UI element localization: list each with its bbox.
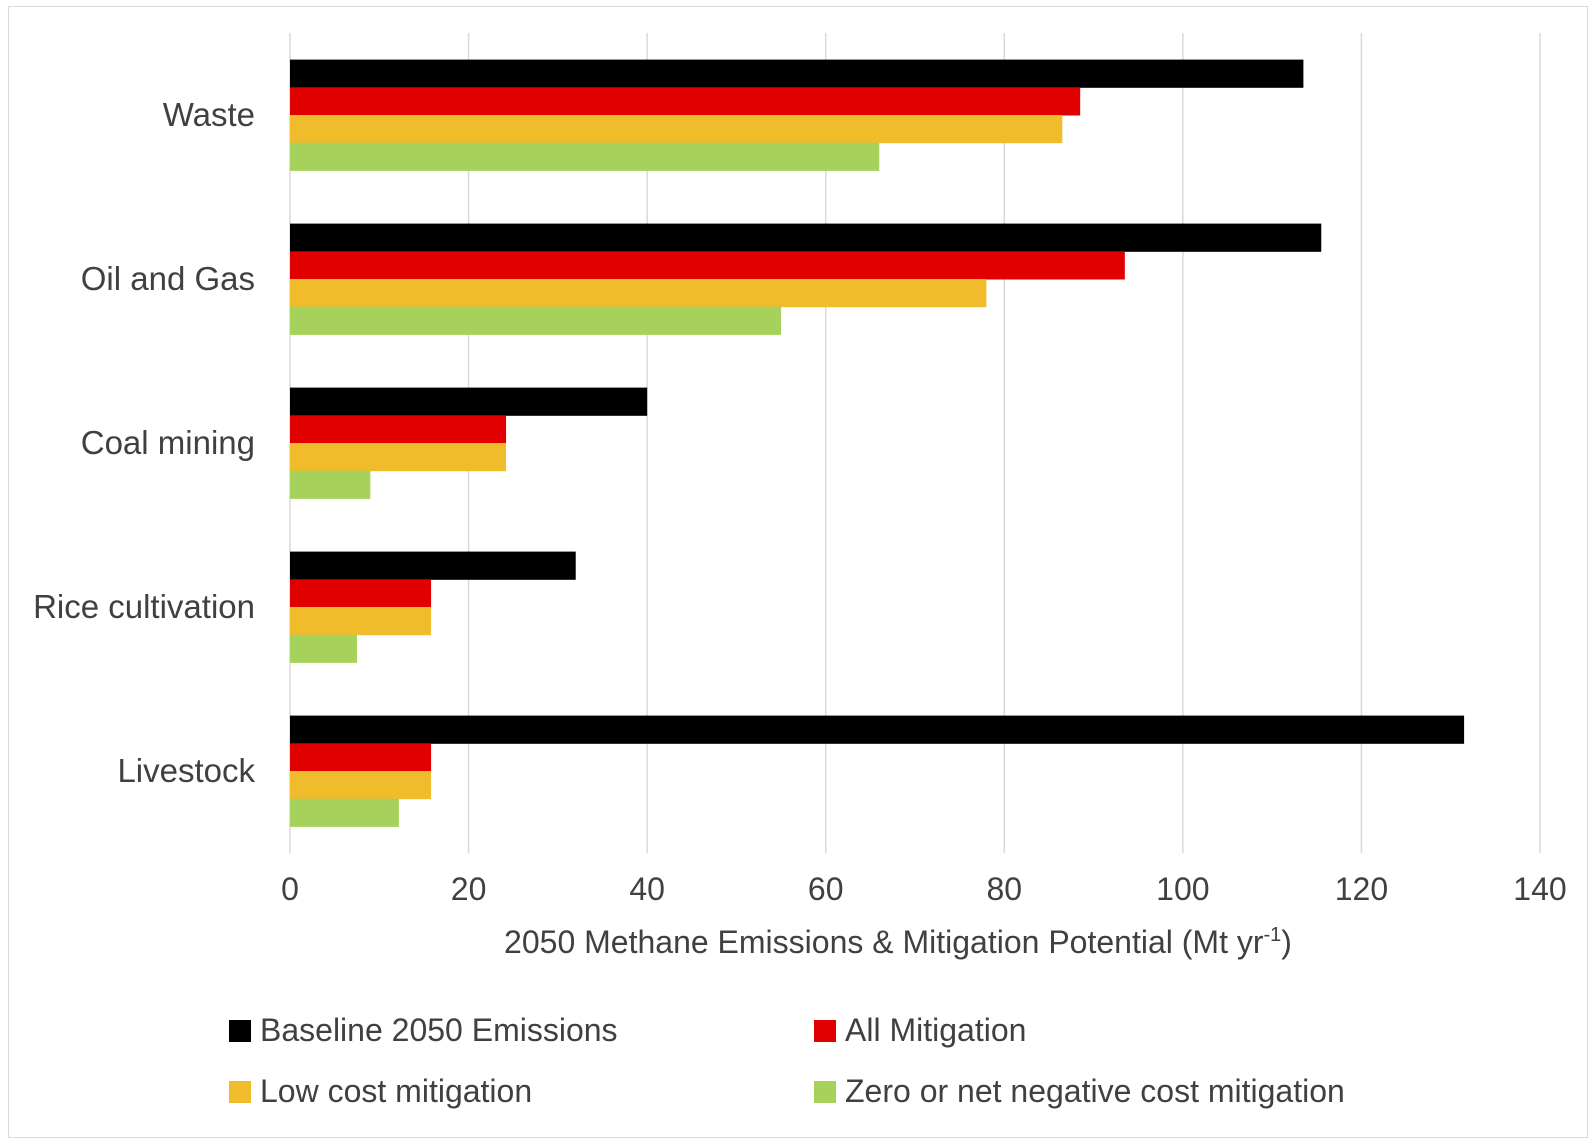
category-label: Waste: [163, 96, 255, 133]
bar-oil-and-gas-zero-or-net-negative-cost-mitigation: [290, 306, 782, 335]
bar-rice-cultivation-zero-or-net-negative-cost-mitigation: [290, 634, 357, 663]
bar-waste-all-mitigation: [290, 87, 1081, 116]
bar-rice-cultivation-low-cost-mitigation: [290, 607, 432, 636]
chart-frame: [8, 6, 1588, 1138]
bar-coal-mining-baseline-2050-emissions: [290, 387, 648, 416]
category-label: Livestock: [117, 752, 255, 789]
x-tick-label: 140: [1513, 871, 1566, 907]
bar-rice-cultivation-baseline-2050-emissions: [290, 551, 576, 580]
bar-waste-zero-or-net-negative-cost-mitigation: [290, 142, 880, 171]
bar-rice-cultivation-all-mitigation: [290, 579, 432, 608]
category-label: Coal mining: [81, 424, 255, 461]
category-label: Rice cultivation: [33, 588, 255, 625]
bar-livestock-baseline-2050-emissions: [290, 715, 1465, 744]
bar-livestock-zero-or-net-negative-cost-mitigation: [290, 798, 399, 827]
x-tick-labels: 0 20 40 60 80 100 120 140: [281, 871, 1567, 907]
x-tick-label: 100: [1156, 871, 1209, 907]
bar-waste-baseline-2050-emissions: [290, 59, 1304, 88]
bar-coal-mining-low-cost-mitigation: [290, 443, 507, 472]
bar-oil-and-gas-low-cost-mitigation: [290, 279, 987, 308]
x-tick-label: 20: [451, 871, 487, 907]
bar-coal-mining-all-mitigation: [290, 415, 507, 444]
category-labels: Waste Oil and Gas Coal mining Rice cultivat…: [33, 96, 255, 789]
x-tick-label: 0: [281, 871, 299, 907]
category-label: Oil and Gas: [81, 260, 255, 297]
bar-livestock-all-mitigation: [290, 743, 432, 772]
bars: [290, 59, 1465, 827]
bar-coal-mining-zero-or-net-negative-cost-mitigation: [290, 470, 371, 499]
bar-oil-and-gas-baseline-2050-emissions: [290, 223, 1322, 252]
x-axis-title: 2050 Methane Emissions & Mitigation Pote…: [504, 924, 1292, 960]
bar-livestock-low-cost-mitigation: [290, 771, 432, 800]
x-tick-label: 60: [808, 871, 844, 907]
bar-waste-low-cost-mitigation: [290, 115, 1063, 144]
x-tick-label: 80: [986, 871, 1022, 907]
bar-oil-and-gas-all-mitigation: [290, 251, 1125, 280]
x-tick-label: 40: [629, 871, 665, 907]
x-tick-label: 120: [1335, 871, 1388, 907]
